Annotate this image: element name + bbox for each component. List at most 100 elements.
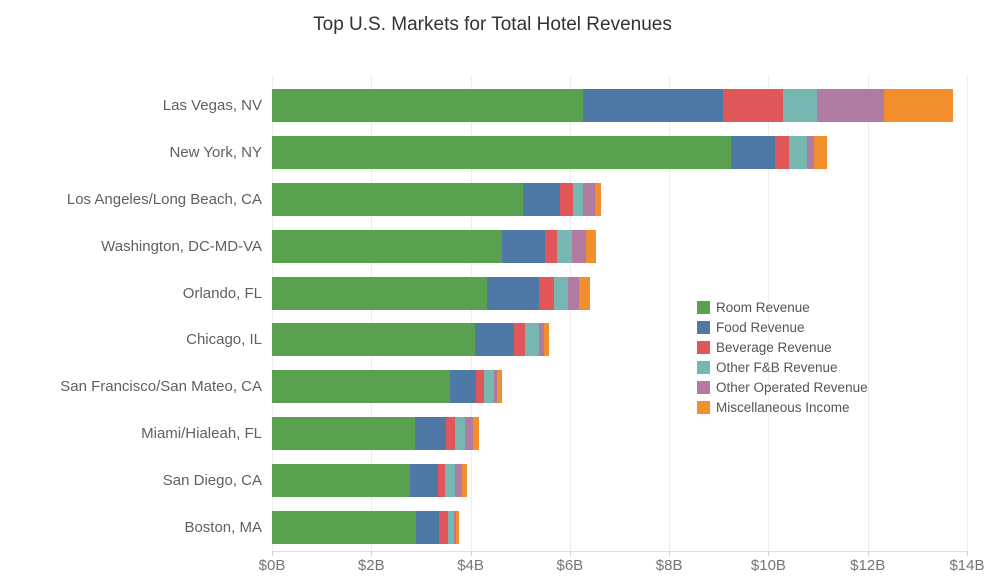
x-tick-label: $12B (850, 557, 886, 574)
axis-tick-$8B (669, 551, 671, 556)
bar-segment (782, 88, 817, 122)
x-tick-label: $8B (655, 557, 683, 574)
bar-segment (586, 229, 597, 263)
category-label: San Francisco/San Mateo, CA (60, 378, 262, 396)
x-tick-label: $0B (258, 557, 286, 574)
stacked-bar (272, 88, 953, 122)
stacked-bar (272, 229, 597, 263)
category-label: Miami/Hialeah, FL (141, 425, 262, 443)
bar-segment (572, 229, 587, 263)
legend-item: Miscellaneous Income (697, 397, 868, 417)
stacked-bar (272, 417, 480, 451)
stacked-bar (272, 276, 590, 310)
legend-swatch-icon (697, 400, 710, 414)
x-tick-label: $4B (457, 557, 484, 574)
bar-segment (583, 182, 596, 216)
bar-segment (539, 323, 544, 357)
category-label: Las Vegas, NV (162, 96, 262, 114)
bar-row: Chicago, IL (0, 317, 985, 364)
axis-tick-$2B (371, 551, 373, 556)
category-label: Los Angeles/Long Beach, CA (66, 190, 262, 208)
x-tick-label: $6B (556, 557, 584, 574)
x-tick-label: $14B (949, 557, 985, 574)
bar-segment (445, 417, 456, 451)
bar-segment (525, 323, 540, 357)
category-label: Orlando, FL (182, 284, 262, 302)
bar-segment (487, 276, 540, 310)
bar-row: Washington, DC-MD-VA (0, 223, 985, 270)
bar-segment (557, 229, 573, 263)
axis-tick-$12B (867, 551, 869, 556)
bar-segment (462, 464, 467, 498)
bar-row: Boston, MA (0, 504, 985, 551)
bar-row: Los Angeles/Long Beach, CA (0, 176, 985, 223)
bar-segment (416, 511, 440, 545)
bar-segment (476, 370, 484, 404)
bar-segment (272, 464, 410, 498)
category-label: Boston, MA (184, 519, 262, 537)
stacked-bar (272, 370, 502, 404)
bar-segment (573, 182, 584, 216)
legend-label: Other F&B Revenue (716, 359, 838, 375)
legend-swatch-icon (697, 340, 710, 354)
legend-label: Room Revenue (716, 299, 810, 315)
chart-title: Top U.S. Markets for Total Hotel Revenue… (313, 14, 672, 35)
axis-tick-$14B (967, 551, 968, 556)
bar-segment (722, 88, 783, 122)
bar-segment (545, 229, 558, 263)
bar-segment (553, 276, 569, 310)
x-tick-label: $2B (357, 557, 385, 574)
gridline-$10B (768, 75, 770, 552)
bar-segment (544, 323, 549, 357)
bar-row: Orlando, FL (0, 270, 985, 317)
bar-segment (437, 464, 446, 498)
bar-segment (774, 135, 790, 169)
bar-segment (582, 88, 723, 122)
stacked-bar (272, 182, 602, 216)
bar-segment (272, 135, 732, 169)
bar-segment (453, 511, 457, 545)
bar-segment (447, 511, 454, 545)
bar-row: San Francisco/San Mateo, CA (0, 363, 985, 410)
legend-swatch-icon (697, 360, 710, 374)
legend-swatch-icon (697, 380, 710, 394)
legend-label: Food Revenue (716, 319, 805, 335)
category-label: Washington, DC-MD-VA (101, 237, 262, 255)
stacked-bar (272, 511, 460, 545)
bar-segment (272, 511, 417, 545)
bar-segment (410, 464, 438, 498)
bar-segment (272, 229, 502, 263)
bar-segment (414, 417, 446, 451)
x-axis-line (272, 551, 968, 552)
stacked-bar (272, 135, 828, 169)
gridline-$2B (371, 75, 373, 552)
legend-item: Food Revenue (697, 317, 868, 337)
bar-segment (445, 464, 455, 498)
bar-segment (439, 511, 448, 545)
legend-item: Other F&B Revenue (697, 357, 868, 377)
axis-tick-$0B (272, 551, 273, 556)
bar-segment (483, 370, 494, 404)
bar-segment (272, 276, 488, 310)
bar-segment (578, 276, 590, 310)
gridline-$14B (967, 75, 968, 552)
legend-item: Other Operated Revenue (697, 377, 868, 397)
legend-swatch-icon (697, 320, 710, 334)
legend-swatch-icon (697, 300, 710, 314)
category-label: Chicago, IL (186, 331, 262, 349)
bar-segment (272, 417, 415, 451)
bar-segment (539, 276, 554, 310)
legend-label: Miscellaneous Income (716, 399, 850, 415)
x-tick-label: $10B (750, 557, 786, 574)
bar-segment (595, 182, 602, 216)
bar-segment (513, 323, 526, 357)
bar-segment (884, 88, 953, 122)
bar-segment (497, 370, 502, 404)
gridline-$4B (470, 75, 472, 552)
bar-segment (465, 417, 474, 451)
bar-segment (816, 88, 885, 122)
stacked-bar (272, 464, 467, 498)
gridline-$6B (569, 75, 571, 552)
bar-row: Las Vegas, NV (0, 82, 985, 129)
